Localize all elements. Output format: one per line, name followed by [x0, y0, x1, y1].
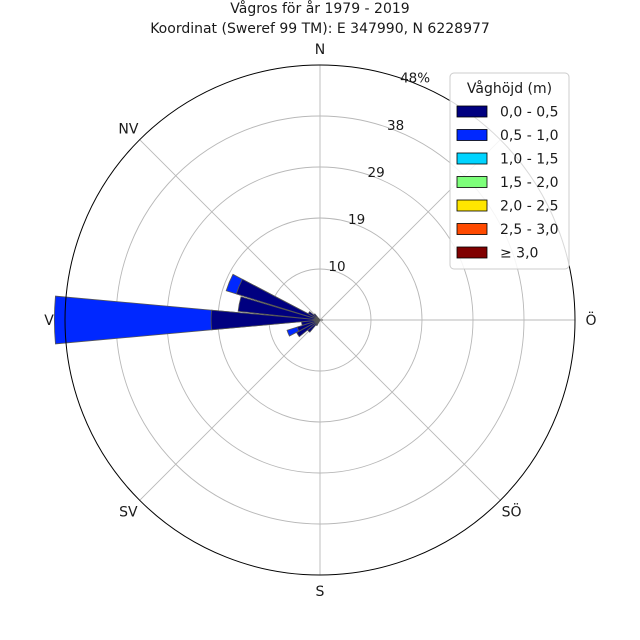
rose-bar-0-0-0-5-225	[307, 319, 321, 333]
legend-label-0: 0,0 - 0,5	[500, 105, 558, 121]
direction-label-SÖ: SÖ	[502, 503, 522, 521]
grid-spoke-SV	[139, 319, 321, 501]
direction-label-V: V	[44, 313, 54, 329]
legend-swatch-6	[456, 246, 488, 259]
legend-swatch-4	[456, 199, 488, 212]
direction-label-S: S	[316, 584, 325, 600]
legend-title: Våghöjd (m)	[467, 80, 552, 97]
legend-swatch-0	[456, 105, 488, 118]
rose-bars	[53, 273, 324, 345]
rose-bar-0-0-0-5-315	[313, 313, 321, 321]
direction-label-N: N	[315, 42, 325, 58]
legend-label-6: ≥ 3,0	[500, 246, 538, 262]
rose-bar-0-0-0-5-270	[210, 309, 321, 331]
legend-label-4: 2,0 - 2,5	[500, 199, 558, 215]
legend: Våghöjd (m) 0,0 - 0,5 0,5 - 1,0 1,0 - 1,5 1,…	[449, 72, 570, 270]
rose-bar-0-0-0-5-281.25	[237, 296, 321, 321]
direction-label-NV: NV	[118, 121, 138, 137]
grid-spoke-NV	[139, 139, 321, 321]
legend-label-5: 2,5 - 3,0	[500, 222, 558, 238]
chart-title: Vågros för år 1979 - 2019	[230, 0, 409, 17]
legend-label-2: 1,0 - 1,5	[500, 152, 558, 168]
radial-tick-label-4: 48%	[400, 71, 430, 87]
radial-tick-label-2: 29	[368, 165, 385, 181]
radial-tick-label-0: 10	[328, 259, 345, 275]
rose-bar-0-0-0-5-236.25	[296, 319, 321, 338]
legend-frame	[449, 72, 570, 270]
radial-tick-label-3: 38	[387, 118, 404, 134]
legend-swatch-3	[456, 176, 488, 188]
chart-subtitle: Koordinat (Sweref 99 TM): E 347990, N 62…	[150, 21, 490, 37]
legend-label-3: 1,5 - 2,0	[500, 175, 558, 191]
legend-swatch-2	[456, 152, 488, 165]
legend-swatch-1	[456, 129, 488, 141]
outer-circle	[64, 64, 576, 576]
grid-spoke-SÖ	[319, 319, 501, 501]
polar-outline	[64, 64, 576, 576]
axis-labels: N Ö SÖ S SV V NV 10 19 29 38 48%	[44, 42, 596, 600]
rose-bar-0-0-0-5-292.5	[235, 278, 321, 321]
legend-label-1: 0,5 - 1,0	[500, 128, 558, 144]
rose-bar-0-5-1-0-270	[53, 295, 321, 345]
direction-label-Ö: Ö	[585, 311, 596, 329]
rose-bar-0-0-0-5-213.75	[315, 319, 321, 327]
legend-swatch-5	[456, 223, 488, 235]
direction-label-SV: SV	[119, 505, 138, 521]
radial-tick-label-1: 19	[348, 212, 365, 228]
